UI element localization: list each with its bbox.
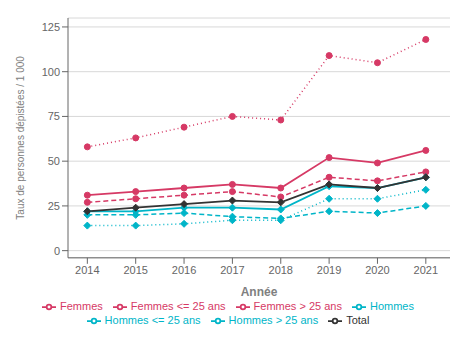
html-text:Total: Total [346,313,370,326]
svg-text:2015: 2015 [123,264,147,276]
svg-text:Année: Année [241,285,278,299]
svg-text:2019: 2019 [317,264,341,276]
svg-text:2016: 2016 [172,264,196,276]
html-text:Femmes: Femmes [60,299,103,312]
svg-text:2021: 2021 [414,264,438,276]
svg-text:50: 50 [48,155,60,167]
svg-text:0: 0 [54,245,60,257]
html-text:Hommes > 25 ans: Hommes > 25 ans [228,313,319,326]
svg-text:25: 25 [48,200,60,212]
svg-text:75: 75 [48,110,60,122]
svg-text:100: 100 [42,66,60,78]
html-text:Hommes: Hommes [369,299,414,312]
html-text:Femmes > 25 ans: Femmes > 25 ans [253,299,342,312]
svg-text:2018: 2018 [269,264,293,276]
svg-text:2014: 2014 [75,264,99,276]
svg-text:125: 125 [42,21,60,33]
html-text:Hommes <= 25 ans: Hommes <= 25 ans [104,313,201,326]
svg-text:2017: 2017 [220,264,244,276]
svg-text:2020: 2020 [365,264,389,276]
svg-text:Taux de personnes dépistées /: Taux de personnes dépistées / 1 000 [15,56,26,220]
html-text:Femmes <= 25 ans: Femmes <= 25 ans [130,299,226,312]
